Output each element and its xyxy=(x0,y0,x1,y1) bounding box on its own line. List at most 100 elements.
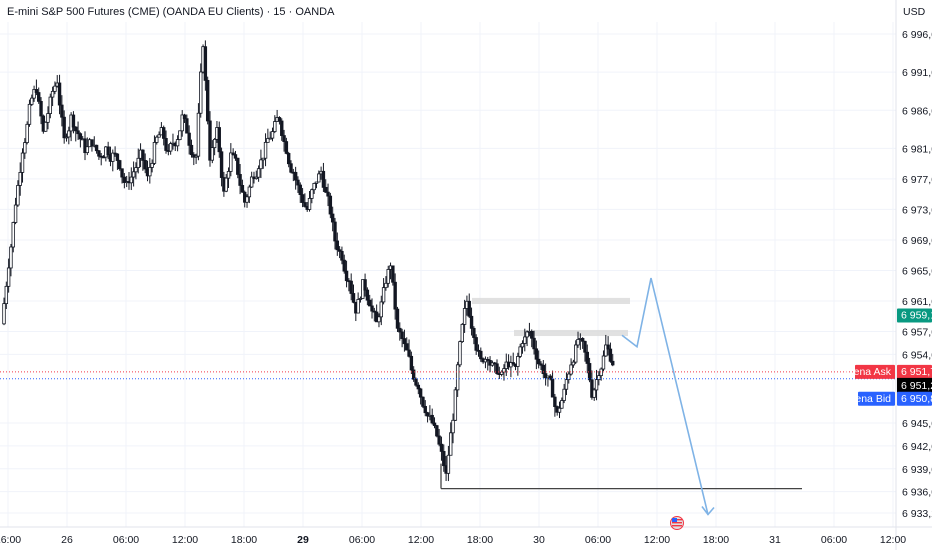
candle-body xyxy=(245,196,249,203)
candle-body xyxy=(247,186,252,198)
candle-body xyxy=(516,355,520,367)
candle-body xyxy=(303,202,307,207)
candle-body xyxy=(580,338,585,342)
candle-body xyxy=(601,355,606,370)
candle-body xyxy=(293,171,298,181)
candle-body xyxy=(141,149,145,161)
candle-body xyxy=(356,299,360,314)
candle-body xyxy=(402,338,407,345)
candle-body xyxy=(175,139,180,147)
candle-body xyxy=(46,113,50,123)
candle-body xyxy=(381,287,386,303)
candle-body xyxy=(205,79,210,122)
candle-body xyxy=(20,152,25,173)
candle-body xyxy=(27,103,32,125)
resistance-zone xyxy=(472,297,630,305)
candle-body xyxy=(25,123,29,143)
candle-body xyxy=(583,340,587,353)
candle-body xyxy=(437,435,441,445)
x-tick-label: 12:00 xyxy=(880,534,906,546)
candle-body xyxy=(23,142,27,154)
candle-body xyxy=(472,327,476,338)
candle-body xyxy=(379,301,383,318)
grid xyxy=(0,22,896,527)
bid-name-tag-bg xyxy=(858,391,895,406)
candle-body xyxy=(71,114,76,128)
candle-body xyxy=(298,184,302,196)
candle-body xyxy=(486,358,490,361)
candle-body xyxy=(592,389,596,398)
candle-body xyxy=(599,368,603,377)
candle-body xyxy=(335,240,340,251)
candle-body xyxy=(344,270,349,282)
candle-body xyxy=(212,138,217,149)
candle-body xyxy=(574,344,578,363)
candle-body xyxy=(236,157,240,175)
candle-body xyxy=(238,174,242,186)
x-tick-label: 12:00 xyxy=(172,534,198,546)
candle-body xyxy=(185,118,189,134)
y-axis[interactable]: 6 996,0 6 991,0 6 986,0 6 981,0 6 977,0 6 973… xyxy=(902,29,932,520)
candle-body xyxy=(286,153,291,165)
candle-body xyxy=(548,375,552,380)
candle-body xyxy=(597,375,601,381)
candle-body xyxy=(479,350,483,360)
candle-body xyxy=(13,204,18,223)
x-tick-label: 06:00 xyxy=(585,534,611,546)
candle-body xyxy=(249,176,254,188)
candle-body xyxy=(30,97,34,105)
candle-body xyxy=(196,112,201,157)
candle-body xyxy=(168,143,173,152)
candle-body xyxy=(16,185,20,206)
candle-body xyxy=(492,362,497,365)
candle-body xyxy=(150,162,154,168)
x-tick-label: 31 xyxy=(769,534,781,546)
candle-body xyxy=(231,152,235,156)
x-tick-label: 06:00 xyxy=(349,534,375,546)
us-flag-icon[interactable] xyxy=(670,516,684,530)
y-tick-label: 6 933,2 xyxy=(902,508,932,520)
candle-body xyxy=(199,71,203,114)
candle-body xyxy=(229,152,233,172)
candle-body xyxy=(342,259,346,272)
candle-body xyxy=(189,144,194,156)
candle-body xyxy=(129,176,134,184)
candle-body xyxy=(60,104,64,118)
candle-body xyxy=(97,150,101,157)
candle-body xyxy=(324,186,328,193)
candle-body xyxy=(266,138,270,143)
candle-body xyxy=(414,378,418,386)
candle-body xyxy=(557,407,562,413)
candle-body xyxy=(4,285,9,305)
currency-label[interactable]: USD xyxy=(903,6,926,18)
y-tick-label: 6 936,0 xyxy=(902,487,932,499)
candle-body xyxy=(312,183,316,191)
candle-body xyxy=(164,137,168,151)
projection-arrowhead xyxy=(701,506,715,516)
candle-body xyxy=(462,308,467,325)
chart-title: E-mini S&P 500 Futures (CME) (OANDA EU C… xyxy=(7,6,335,18)
candle-body xyxy=(386,269,390,284)
candle-body xyxy=(525,331,529,338)
y-tick-label: 6 996,0 xyxy=(902,29,932,41)
marker-price-tag-bg xyxy=(897,308,932,323)
candle-body xyxy=(233,154,238,159)
x-tick-label: 16:00 xyxy=(0,534,21,546)
candle-body xyxy=(90,139,94,147)
candle-body xyxy=(439,443,444,452)
candle-body xyxy=(423,405,427,414)
candles xyxy=(2,40,615,482)
candle-body xyxy=(328,195,333,215)
candle-body xyxy=(155,136,159,143)
y-tick-label: 6 981,0 xyxy=(902,143,932,155)
candle-body xyxy=(152,142,157,164)
x-axis[interactable]: 16:00 26 06:00 12:00 18:00 29 06:00 12:00 18:00 3… xyxy=(0,534,932,546)
projection-line xyxy=(621,277,709,515)
ask-price-tag: 6 951,7 xyxy=(901,366,932,378)
candle-body xyxy=(256,168,261,178)
candle-body xyxy=(6,267,11,287)
candle-body xyxy=(330,213,335,223)
candle-body xyxy=(43,121,48,132)
